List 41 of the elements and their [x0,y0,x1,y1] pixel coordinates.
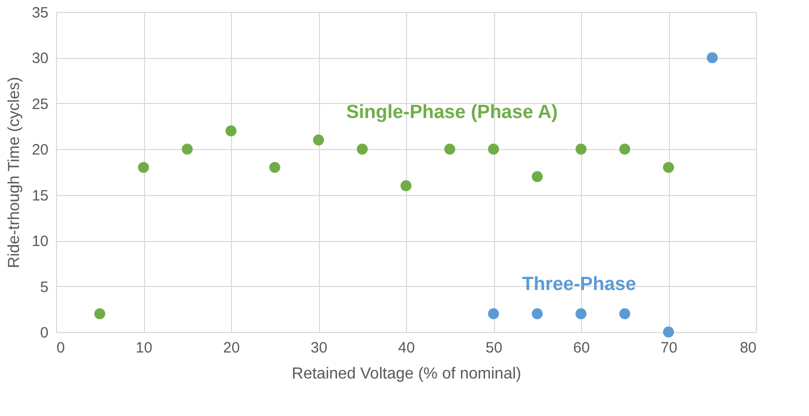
point [619,144,630,155]
y-tick-label: 0 [40,324,48,342]
y-tick-label: 5 [40,278,48,296]
point [444,144,456,155]
point [576,308,586,320]
x-tick-label: 60 [573,340,590,356]
point [313,134,324,146]
point [706,52,718,64]
y-tick-label: 25 [32,96,48,113]
point [488,144,499,155]
x-tick-label: 40 [398,340,415,356]
x-tick-label: 20 [223,340,240,356]
y-axis-title: Ride-trhough Time (cycles) [6,76,23,268]
point [663,326,674,338]
point [532,171,543,182]
x-tick-label: 0 [56,340,65,356]
x-tick-label: 10 [136,340,152,356]
point [663,162,674,173]
point [226,125,236,136]
y-tick-label: 30 [32,50,48,68]
point [138,162,149,173]
x-axis-title: Retained Voltage (% of nominal) [292,366,522,382]
point [356,144,368,155]
point [269,162,280,173]
y-tick-label: 35 [32,4,48,22]
point [182,144,193,155]
x-tick-label: 50 [486,340,502,356]
point [94,308,106,320]
x-tick-label: 30 [310,340,328,356]
x-tick-label: 70 [660,340,678,356]
y-tick-label: 20 [32,142,48,159]
series-label: Single-Phase (Phase A) [346,102,558,123]
point [400,180,412,192]
series-label: Three-Phase [522,274,636,295]
point [532,308,543,320]
y-tick-label: 15 [32,187,48,204]
point [576,144,586,155]
point [488,308,499,320]
point [619,308,630,320]
x-tick-label: 80 [740,340,756,356]
y-tick-label: 10 [32,233,48,250]
